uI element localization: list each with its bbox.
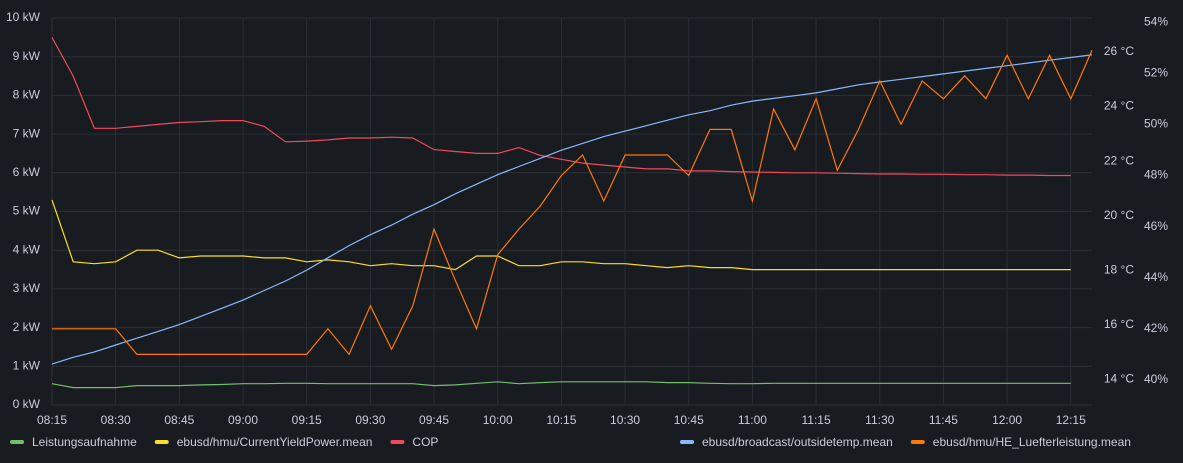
y-tick-label: 6 kW xyxy=(13,165,41,179)
x-tick-label: 09:45 xyxy=(419,413,449,427)
y2-tick-label: 24 °C xyxy=(1104,99,1134,113)
legend-swatch xyxy=(910,440,925,444)
x-tick-label: 12:15 xyxy=(1056,413,1086,427)
series-line xyxy=(51,199,1071,271)
x-tick-label: 10:15 xyxy=(546,413,576,427)
y2-tick-label: 20 °C xyxy=(1104,208,1134,222)
x-tick-label: 09:15 xyxy=(292,413,322,427)
x-tick-label: 09:30 xyxy=(355,413,385,427)
y-tick-label: 10 kW xyxy=(6,10,41,24)
legend-label: ebusd/hmu/HE_Luefterleistung.mean xyxy=(933,435,1131,449)
y-tick-label: 5 kW xyxy=(13,204,41,218)
y3-tick-label: 40% xyxy=(1144,372,1168,386)
legend-item: ebusd/hmu/HE_Luefterleistung.mean xyxy=(910,435,1131,449)
y3-tick-label: 52% xyxy=(1144,65,1168,79)
x-tick-label: 08:15 xyxy=(37,413,67,427)
legend-swatch xyxy=(390,440,405,444)
legend-item: COP xyxy=(390,435,438,449)
y3-tick-label: 54% xyxy=(1144,14,1168,28)
legend-item: ebusd/hmu/CurrentYieldPower.mean xyxy=(154,435,373,449)
legend-label: Leistungsaufnahme xyxy=(32,435,137,449)
legend-label: ebusd/broadcast/outsidetemp.mean xyxy=(702,435,893,449)
y-tick-label: 2 kW xyxy=(13,320,41,334)
legend-label: COP xyxy=(412,435,438,449)
legend-item: Leistungsaufnahme xyxy=(10,435,137,449)
y2-tick-label: 18 °C xyxy=(1104,262,1134,276)
y2-tick-label: 26 °C xyxy=(1104,44,1134,58)
x-tick-label: 10:00 xyxy=(483,413,513,427)
legend-item: ebusd/broadcast/outsidetemp.mean xyxy=(680,435,893,449)
legend-swatch xyxy=(680,440,694,444)
x-tick-label: 09:00 xyxy=(228,413,258,427)
y2-tick-label: 22 °C xyxy=(1104,153,1134,167)
y-tick-label: 7 kW xyxy=(13,126,41,140)
x-tick-label: 08:30 xyxy=(101,413,131,427)
y-tick-label: 4 kW xyxy=(13,242,41,256)
y-tick-label: 1 kW xyxy=(13,358,41,372)
y-tick-label: 8 kW xyxy=(13,88,41,102)
x-tick-label: 11:00 xyxy=(738,413,767,427)
y3-tick-label: 46% xyxy=(1144,219,1168,233)
x-tick-label: 12:00 xyxy=(992,413,1022,427)
y-tick-label: 0 kW xyxy=(13,397,41,411)
y-tick-label: 3 kW xyxy=(13,281,41,295)
y3-tick-label: 48% xyxy=(1144,168,1168,182)
y3-tick-label: 44% xyxy=(1144,270,1168,284)
y2-tick-label: 16 °C xyxy=(1104,317,1134,331)
series-line xyxy=(51,381,1071,389)
legend-swatch xyxy=(154,440,169,444)
x-tick-label: 11:15 xyxy=(802,413,831,427)
x-tick-label: 08:45 xyxy=(164,413,194,427)
series-line xyxy=(51,37,1071,177)
y3-tick-label: 50% xyxy=(1144,117,1168,131)
legend-swatch xyxy=(10,440,24,444)
legend-label: ebusd/hmu/CurrentYieldPower.mean xyxy=(177,435,373,449)
y-tick-label: 9 kW xyxy=(13,49,41,63)
series-line xyxy=(52,49,1093,356)
y3-tick-label: 42% xyxy=(1144,321,1168,335)
series-line xyxy=(51,54,1093,365)
x-tick-label: 11:45 xyxy=(929,413,958,427)
x-tick-label: 10:45 xyxy=(674,413,704,427)
x-tick-label: 10:30 xyxy=(610,413,640,427)
y2-tick-label: 14 °C xyxy=(1104,371,1134,385)
x-tick-label: 11:30 xyxy=(865,413,894,427)
